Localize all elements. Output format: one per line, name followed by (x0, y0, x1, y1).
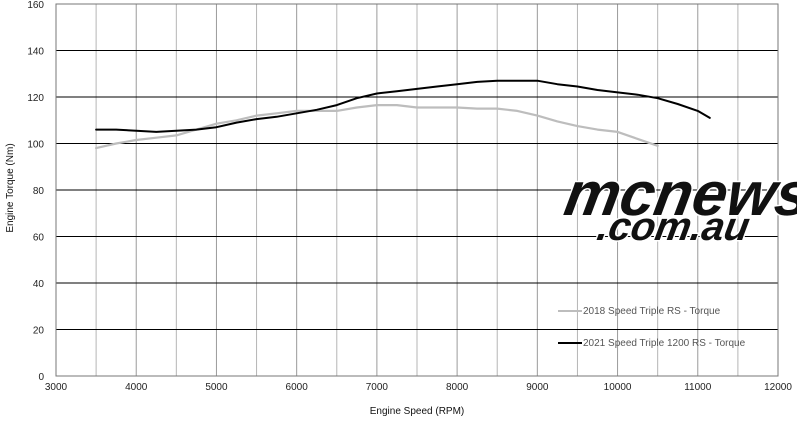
x-tick-label: 8000 (446, 382, 469, 393)
x-axis-title: Engine Speed (RPM) (370, 406, 465, 417)
watermark-sub-text: .com.au (594, 204, 753, 249)
y-tick-label: 60 (33, 233, 45, 244)
y-tick-label: 100 (27, 140, 44, 151)
y-tick-label: 20 (33, 326, 45, 337)
y-tick-label: 40 (33, 279, 45, 290)
grid-lines (55, 3, 779, 377)
x-tick-label: 3000 (45, 382, 68, 393)
x-tick-label: 6000 (286, 382, 309, 393)
y-tick-label: 120 (27, 93, 44, 104)
y-tick-label: 140 (27, 47, 44, 58)
plot-frame (55, 3, 779, 377)
chart-legend: 2018 Speed Triple RS - Torque 2021 Speed… (558, 306, 746, 349)
x-tick-label: 7000 (366, 382, 389, 393)
x-tick-label: 12000 (764, 382, 792, 393)
series-line-2018 (94, 103, 659, 150)
x-tick-label: 9000 (526, 382, 549, 393)
legend-label-2018: 2018 Speed Triple RS - Torque (583, 306, 721, 317)
y-axis-title: Engine Torque (Nm) (5, 143, 16, 232)
legend-label-2021: 2021 Speed Triple 1200 RS - Torque (583, 338, 746, 349)
watermark-logo: mcnews .com.au (558, 158, 797, 251)
y-tick-label: 80 (33, 186, 45, 197)
tick-labels: 3000 4000 5000 6000 7000 8000 9000 10000 11000 12… (27, 0, 792, 393)
series-lines (94, 79, 711, 150)
watermark-main-text: mcnews (560, 159, 797, 228)
x-tick-label: 10000 (604, 382, 632, 393)
x-tick-label: 5000 (205, 382, 228, 393)
x-tick-label: 11000 (684, 382, 712, 393)
y-tick-label: 0 (38, 372, 44, 383)
y-tick-label: 160 (27, 0, 44, 11)
x-tick-label: 4000 (125, 382, 148, 393)
series-line-2021 (95, 79, 711, 133)
